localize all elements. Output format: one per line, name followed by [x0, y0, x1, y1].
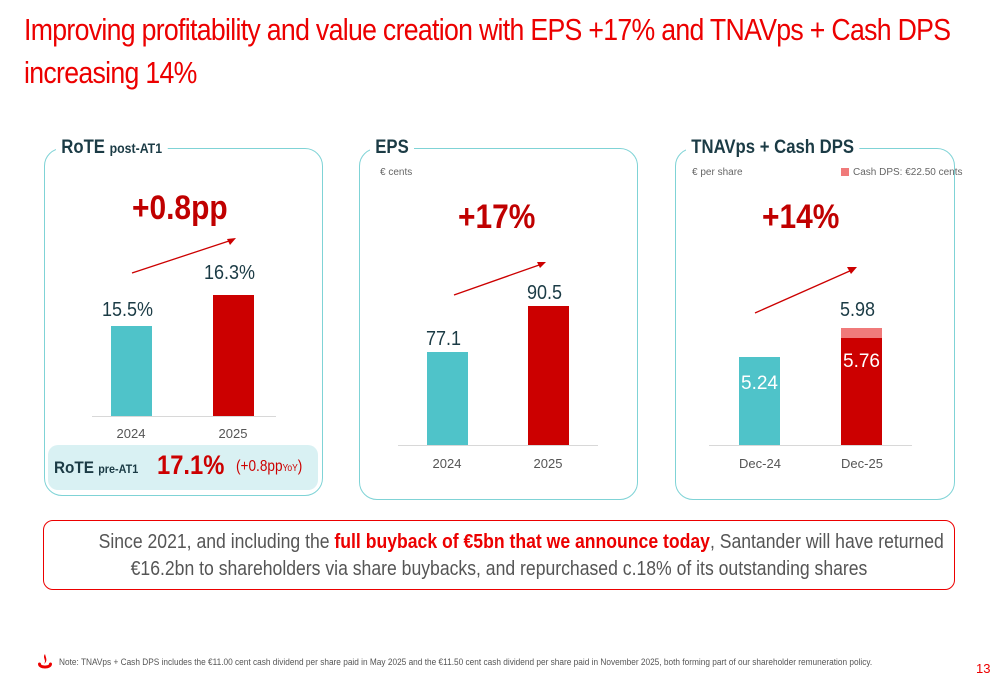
rote-trend-arrow — [131, 238, 236, 274]
tnav-panel-title: TNAVps + Cash DPS — [686, 137, 860, 159]
rote-pre-title: RoTE — [54, 458, 94, 477]
tnav-legend-swatch — [841, 168, 849, 176]
rote-pre-suffix: pre-AT1 — [98, 462, 139, 476]
eps-unit: € cents — [380, 167, 413, 178]
tnav-legend-label: Cash DPS: €22.50 cents — [853, 167, 963, 178]
rote-value-2025: 16.3% — [203, 262, 256, 284]
rote-pre-value: 17.1% — [157, 450, 225, 480]
tnav-bar-dec24 — [739, 357, 780, 445]
page-title: Improving profitability and value creati… — [24, 8, 970, 94]
rote-change: +0.8pp — [132, 189, 228, 227]
tnav-bar-dec25-tnav — [841, 338, 882, 445]
info-text-1: Since 2021, and including the — [98, 531, 335, 553]
rote-xlabel-2025: 2025 — [218, 426, 248, 441]
rote-pre-change-open: (+0.8pp — [236, 458, 283, 475]
santander-flame-logo — [38, 654, 52, 669]
tnav-xlabel-dec24: Dec-24 — [739, 456, 781, 471]
tnav-xlabel-dec25: Dec-25 — [841, 456, 883, 471]
title-line-1: Improving profitability and value creati… — [24, 12, 951, 47]
eps-baseline — [398, 445, 598, 446]
tnav-total-dec25: 5.98 — [839, 299, 876, 321]
rote-pre-change-yoy: YoY — [282, 463, 298, 474]
footnote: Note: TNAVps + Cash DPS includes the €11… — [59, 657, 873, 667]
eps-trend-arrow — [453, 262, 546, 296]
tnav-change: +14% — [762, 198, 840, 236]
tnav-trend-arrow — [754, 267, 857, 314]
rote-bar-2025 — [213, 295, 254, 416]
rote-baseline — [92, 416, 276, 417]
eps-bar-2025 — [528, 306, 569, 445]
eps-bar-2024 — [427, 352, 468, 445]
rote-panel-title: RoTE post-AT1 — [56, 137, 168, 159]
rote-xlabel-2024: 2024 — [116, 426, 146, 441]
rote-bar-2024 — [111, 326, 152, 416]
rote-pre-change-close: ) — [297, 458, 303, 475]
tnav-unit: € per share — [692, 167, 743, 178]
eps-value-2025: 90.5 — [526, 282, 563, 304]
info-text-2: , Santander will have returned — [709, 531, 944, 553]
eps-panel — [359, 148, 638, 500]
rote-title: RoTE — [61, 137, 105, 158]
eps-panel-title: EPS — [370, 137, 415, 159]
tnav-value-dec25: 5.76 — [843, 351, 880, 372]
eps-xlabel-2025: 2025 — [533, 456, 563, 471]
buyback-info-box: Since 2021, and including the full buyba… — [43, 520, 955, 590]
info-line-1: Since 2021, and including the full buyba… — [98, 529, 944, 556]
rote-pre-at1-box: RoTE pre-AT1 17.1% (+0.8ppYoY) — [48, 445, 318, 490]
rote-title-suffix: post-AT1 — [109, 140, 163, 156]
tnav-value-dec24: 5.24 — [741, 373, 778, 394]
eps-xlabel-2024: 2024 — [432, 456, 462, 471]
eps-change: +17% — [458, 198, 536, 236]
info-line-2: €16.2bn to shareholders via share buybac… — [130, 558, 868, 580]
page-number: 13 — [976, 661, 991, 676]
title-line-2: increasing 14% — [24, 55, 197, 90]
rote-pre-label: RoTE pre-AT1 — [54, 458, 138, 478]
eps-value-2024: 77.1 — [425, 328, 462, 350]
info-highlight: full buyback of €5bn that we announce to… — [334, 531, 710, 553]
rote-panel — [44, 148, 323, 496]
rote-value-2024: 15.5% — [101, 299, 154, 321]
tnav-bar-dec25-cashdps — [841, 328, 882, 338]
tnav-baseline — [709, 445, 912, 446]
rote-pre-change: (+0.8ppYoY) — [236, 458, 302, 476]
